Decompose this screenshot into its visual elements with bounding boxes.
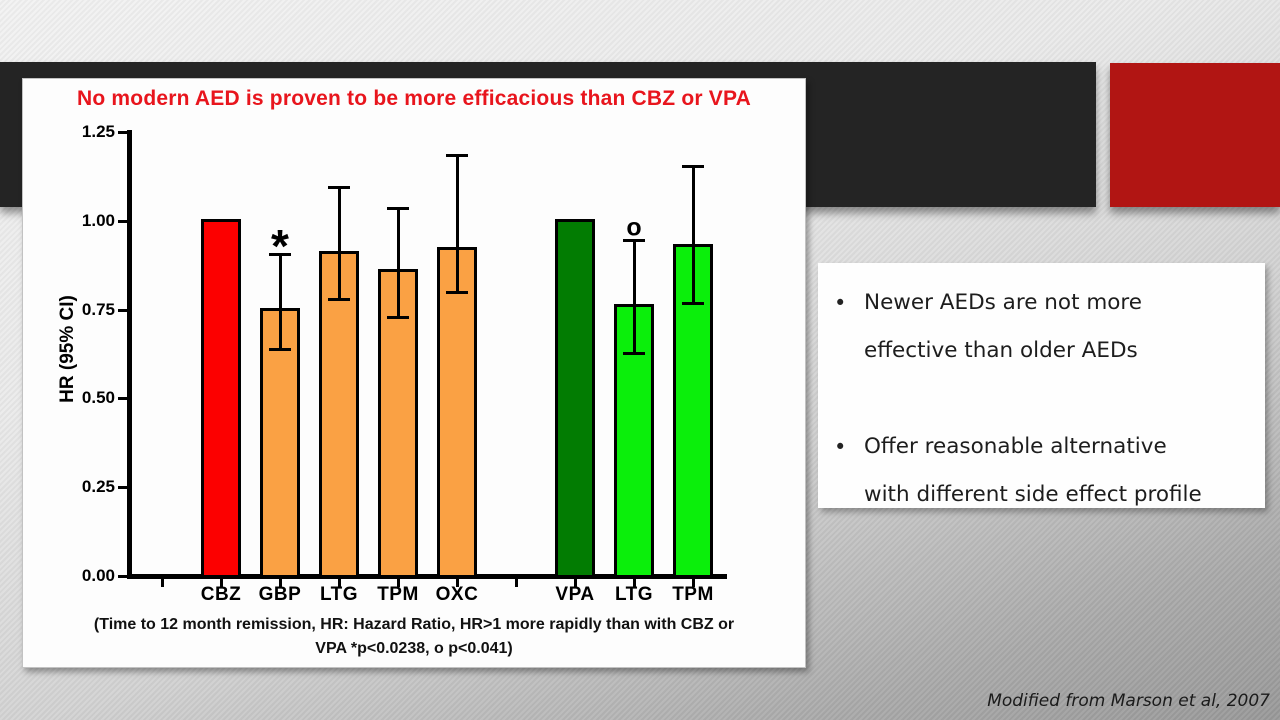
bullet-2-line-2: with different side effect profile bbox=[864, 482, 1202, 507]
y-tick-label: 1.25 bbox=[81, 122, 115, 141]
bar-ltg-3 bbox=[319, 250, 359, 578]
significance-marker-o: o bbox=[626, 213, 642, 242]
error-bar-line bbox=[278, 254, 282, 351]
bar-oxc-5 bbox=[437, 247, 477, 578]
x-axis bbox=[127, 574, 727, 579]
bullet-1-line-1: Newer AEDs are not more bbox=[864, 290, 1143, 315]
error-bar-line bbox=[632, 240, 636, 354]
y-tick bbox=[118, 575, 127, 578]
y-tick bbox=[118, 486, 127, 490]
error-bar-cap-bottom bbox=[446, 291, 468, 295]
y-tick-label: 1.00 bbox=[81, 210, 115, 230]
bar-cbz-1 bbox=[201, 218, 241, 578]
footnote-line-2: VPA *p<0.0238, o p<0.041) bbox=[315, 640, 513, 657]
bullet-item-2: • Offer reasonable alternative with diff… bbox=[828, 423, 1257, 519]
x-label-oxc-5: OXC bbox=[435, 584, 479, 605]
x-label-tpm-4: TPM bbox=[377, 584, 419, 605]
bullet-dot: • bbox=[834, 291, 847, 315]
chart-title: No modern AED is proven to be more effic… bbox=[77, 87, 751, 110]
x-tick bbox=[160, 579, 164, 587]
y-tick-label: 0.25 bbox=[81, 477, 115, 497]
y-tick bbox=[118, 219, 127, 223]
error-bar-cap-bottom bbox=[682, 302, 704, 306]
error-bar-cap-top bbox=[682, 164, 704, 168]
error-bar-line bbox=[691, 165, 695, 305]
chart-footnote: (Time to 12 month remission, HR: Hazard … bbox=[23, 613, 805, 661]
error-bar-cap-bottom bbox=[269, 348, 291, 352]
x-tick bbox=[455, 579, 459, 587]
bullet-1-line-2: effective than older AEDs bbox=[864, 338, 1138, 363]
bar-vpa-6 bbox=[555, 218, 595, 578]
error-bar-line bbox=[337, 186, 341, 301]
x-tick bbox=[396, 579, 400, 587]
y-axis bbox=[127, 130, 132, 578]
bar-tpm-4 bbox=[378, 268, 418, 578]
y-tick bbox=[118, 131, 127, 134]
significance-marker-asterisk: * bbox=[271, 220, 289, 273]
error-bar-cap-bottom bbox=[328, 298, 350, 302]
error-bar-cap-bottom bbox=[623, 351, 645, 355]
error-bar-cap-top bbox=[387, 207, 409, 211]
y-tick bbox=[118, 397, 127, 401]
x-tick bbox=[573, 579, 577, 587]
x-tick bbox=[632, 579, 636, 587]
key-points-panel: • Newer AEDs are not more effective than… bbox=[818, 263, 1265, 508]
error-bar-line bbox=[396, 208, 400, 319]
x-label-tpm-8: TPM bbox=[672, 584, 714, 605]
x-tick bbox=[337, 579, 341, 587]
error-bar-line bbox=[455, 154, 459, 294]
x-label-gbp-2: GBP bbox=[258, 584, 302, 605]
error-bar-cap-top bbox=[269, 253, 291, 257]
y-tick-label: 0.50 bbox=[81, 388, 115, 408]
red-accent-block bbox=[1110, 63, 1280, 207]
y-tick-label: 0.75 bbox=[81, 299, 115, 319]
x-label-vpa-6: VPA bbox=[555, 584, 595, 605]
plot-area: 0.00 0.25 0.50 0.75 1.00 1.25 CBZ GBP * LTG TPM OXC… bbox=[23, 79, 805, 667]
error-bar-cap-bottom bbox=[387, 316, 409, 320]
footnote-line-1: (Time to 12 month remission, HR: Hazard … bbox=[93, 616, 735, 633]
x-tick bbox=[278, 579, 282, 587]
chart-panel: No modern AED is proven to be more effic… bbox=[22, 78, 806, 668]
bullet-dot: • bbox=[834, 435, 847, 459]
y-tick-label: 0.00 bbox=[81, 566, 115, 585]
x-tick bbox=[514, 579, 518, 587]
bullet-item-1: • Newer AEDs are not more effective than… bbox=[828, 279, 1257, 375]
x-label-cbz-1: CBZ bbox=[200, 584, 242, 605]
x-tick bbox=[219, 579, 223, 587]
citation: Modified from Marson et al, 2007 bbox=[987, 691, 1270, 711]
error-bar-cap-top bbox=[328, 185, 350, 189]
error-bar-cap-top bbox=[623, 239, 645, 243]
x-label-ltg-3: LTG bbox=[319, 584, 359, 605]
bullet-2-line-1: Offer reasonable alternative bbox=[864, 434, 1167, 459]
y-tick bbox=[118, 308, 127, 312]
x-tick bbox=[691, 579, 695, 587]
x-label-ltg-7: LTG bbox=[614, 584, 654, 605]
error-bar-cap-top bbox=[446, 153, 468, 157]
